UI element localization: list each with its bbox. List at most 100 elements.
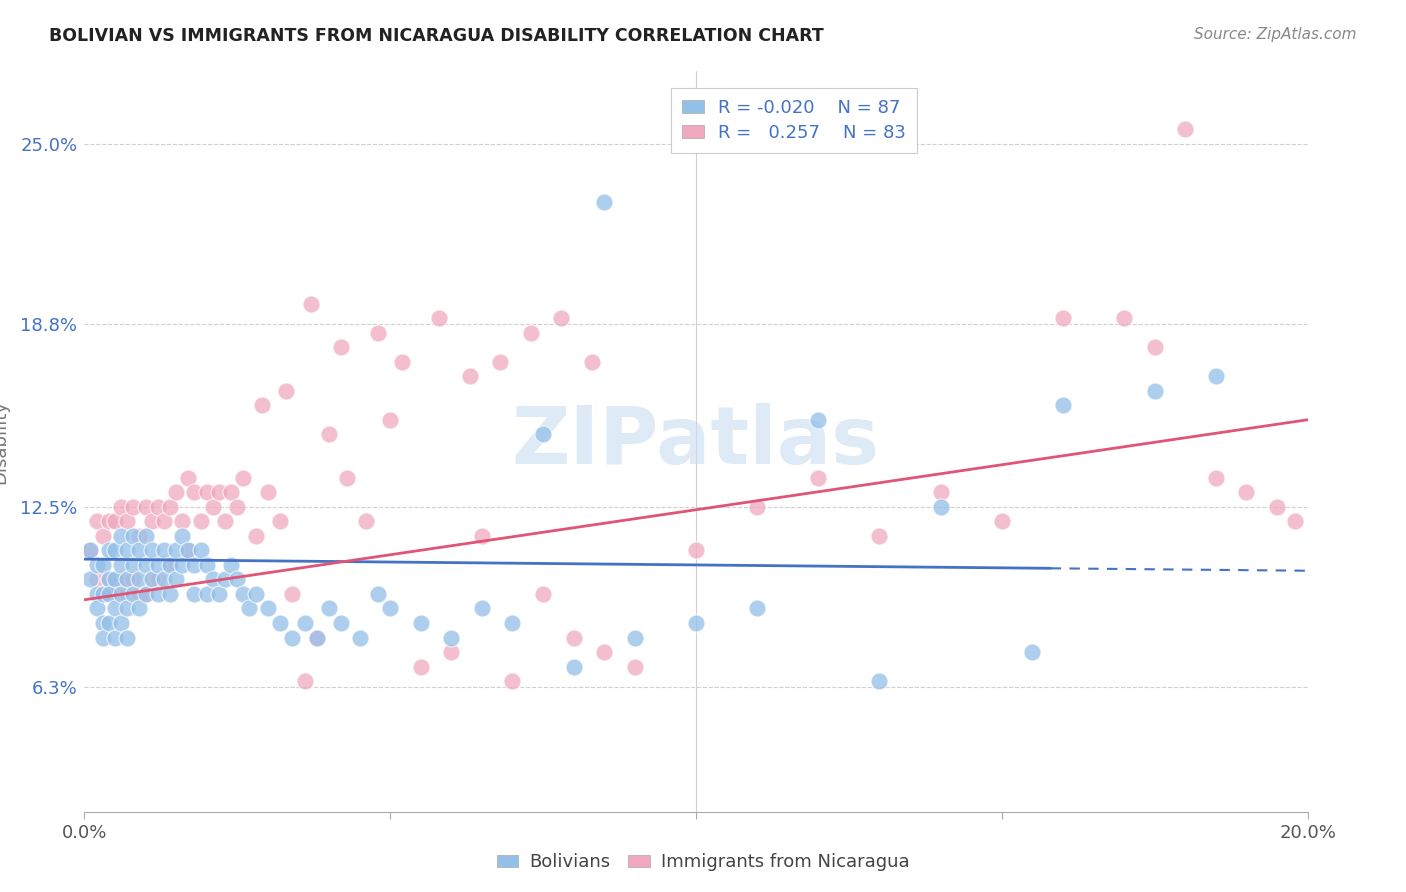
Point: [110, 529, 132, 543]
Point: [330, 340, 353, 354]
Point: [380, 601, 402, 615]
Point: [354, 515, 377, 529]
Point: [91, 558, 114, 572]
Point: [1114, 311, 1136, 326]
Point: [153, 543, 176, 558]
Point: [135, 558, 157, 572]
Point: [458, 369, 481, 384]
Point: [104, 601, 127, 615]
Point: [226, 500, 249, 514]
Point: [807, 413, 830, 427]
Point: [869, 529, 891, 543]
Point: [214, 515, 236, 529]
Point: [135, 500, 157, 514]
Point: [219, 558, 242, 572]
Point: [97, 615, 120, 630]
Point: [232, 587, 254, 601]
Point: [110, 573, 132, 587]
Point: [195, 587, 218, 601]
Point: [172, 515, 194, 529]
Point: [238, 601, 260, 615]
Point: [281, 631, 304, 645]
Point: [86, 515, 108, 529]
Point: [257, 485, 280, 500]
Point: [104, 587, 127, 601]
Point: [208, 587, 231, 601]
Point: [593, 194, 616, 209]
Point: [159, 558, 181, 572]
Point: [172, 529, 194, 543]
Point: [1143, 340, 1166, 354]
Point: [929, 500, 952, 514]
Point: [128, 529, 150, 543]
Point: [122, 573, 145, 587]
Point: [86, 558, 108, 572]
Point: [115, 515, 138, 529]
Point: [281, 587, 304, 601]
Point: [110, 615, 132, 630]
Point: [146, 500, 169, 514]
Point: [97, 543, 120, 558]
Point: [177, 543, 200, 558]
Point: [269, 615, 291, 630]
Point: [531, 427, 554, 442]
Point: [141, 573, 163, 587]
Point: [367, 326, 389, 340]
Point: [531, 587, 554, 601]
Legend: R = -0.020    N = 87, R =   0.257    N = 83: R = -0.020 N = 87, R = 0.257 N = 83: [671, 87, 917, 153]
Point: [201, 573, 224, 587]
Point: [250, 398, 273, 412]
Point: [177, 543, 200, 558]
Point: [128, 543, 150, 558]
Point: [305, 631, 328, 645]
Point: [141, 515, 163, 529]
Point: [1284, 515, 1306, 529]
Point: [214, 573, 236, 587]
Point: [502, 615, 524, 630]
Point: [747, 500, 769, 514]
Point: [115, 573, 138, 587]
Point: [367, 587, 389, 601]
Point: [1236, 485, 1258, 500]
Point: [177, 471, 200, 485]
Point: [299, 296, 322, 310]
Point: [245, 587, 267, 601]
Point: [593, 645, 616, 659]
Point: [581, 354, 603, 368]
Point: [153, 573, 176, 587]
Point: [159, 558, 181, 572]
Point: [208, 485, 231, 500]
Point: [91, 529, 114, 543]
Point: [550, 311, 572, 326]
Point: [97, 587, 120, 601]
Point: [110, 558, 132, 572]
Point: [104, 543, 127, 558]
Point: [115, 543, 138, 558]
Point: [128, 601, 150, 615]
Point: [165, 485, 187, 500]
Point: [409, 615, 432, 630]
Point: [257, 601, 280, 615]
Point: [520, 326, 543, 340]
Point: [165, 543, 187, 558]
Point: [110, 500, 132, 514]
Point: [1265, 500, 1288, 514]
Point: [135, 587, 157, 601]
Point: [110, 587, 132, 601]
Point: [305, 631, 328, 645]
Point: [86, 573, 108, 587]
Point: [115, 631, 138, 645]
Point: [336, 471, 359, 485]
Point: [165, 573, 187, 587]
Point: [128, 573, 150, 587]
Point: [183, 587, 205, 601]
Point: [135, 529, 157, 543]
Point: [115, 601, 138, 615]
Point: [807, 471, 830, 485]
Point: [79, 573, 101, 587]
Point: [141, 573, 163, 587]
Point: [122, 587, 145, 601]
Point: [122, 500, 145, 514]
Point: [391, 354, 413, 368]
Point: [122, 529, 145, 543]
